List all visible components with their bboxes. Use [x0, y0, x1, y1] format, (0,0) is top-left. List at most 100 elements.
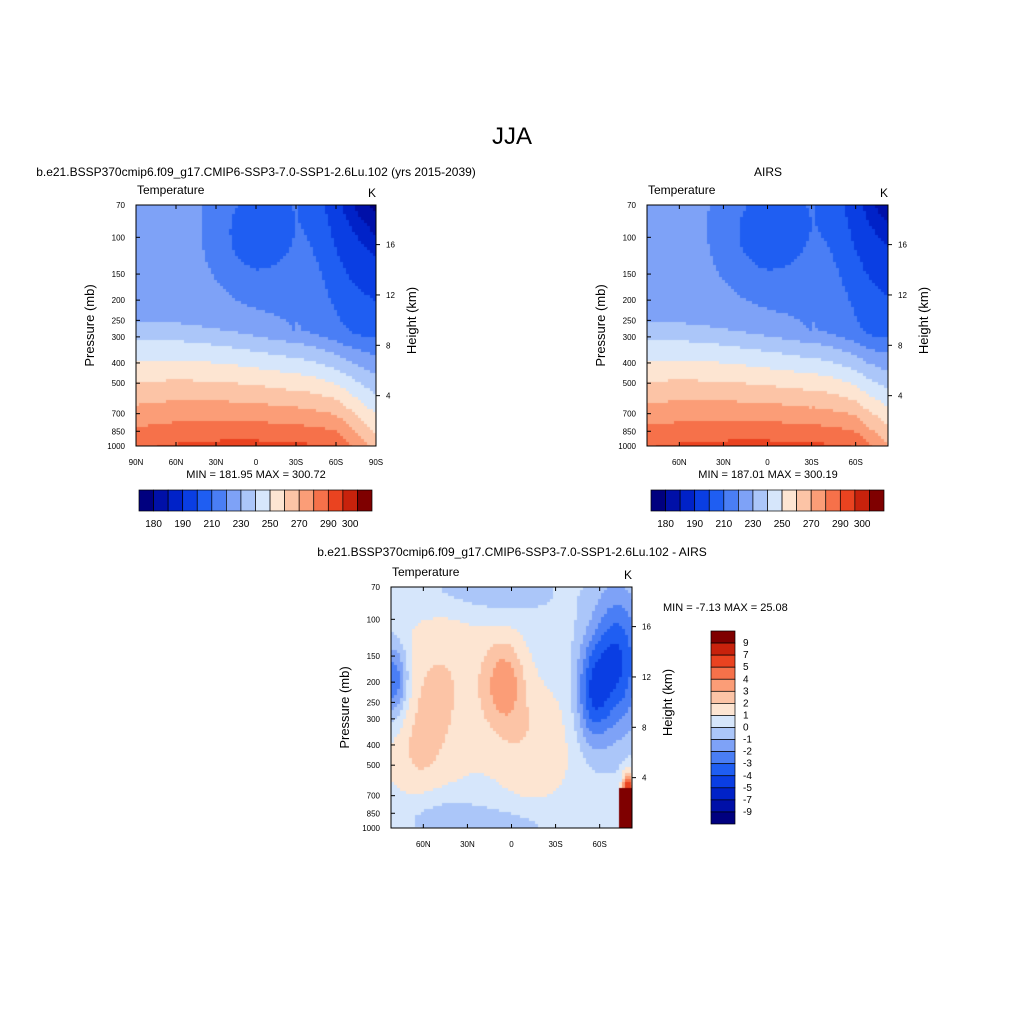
colorbar-label: 2 — [743, 698, 749, 709]
y-tick-label: 150 — [623, 270, 637, 279]
y-tick-label: 500 — [623, 379, 637, 388]
colorbar-label: 290 — [832, 519, 849, 530]
y-tick-label: 250 — [367, 698, 381, 707]
y-tick-label: 850 — [367, 809, 381, 818]
colorbar-box — [138, 489, 154, 512]
colorbar-box — [284, 489, 300, 512]
colorbar-box — [710, 739, 736, 752]
figure-title: JJA — [492, 123, 532, 150]
y-tick-label: 500 — [112, 379, 126, 388]
colorbar-box — [298, 489, 315, 512]
colorbar-label: 210 — [715, 519, 732, 530]
colorbar-box — [650, 489, 666, 512]
colorbar-box — [269, 489, 285, 512]
colorbar-box — [196, 489, 213, 512]
y2-tick-label: 8 — [642, 723, 647, 732]
colorbar-box — [357, 489, 373, 512]
x-tick-label: 60N — [169, 458, 184, 467]
y2-axis-label: Height (km) — [660, 669, 675, 736]
x-tick-label: 60S — [849, 458, 863, 467]
x-tick-label: 0 — [765, 458, 770, 467]
colorbar-label: -7 — [743, 795, 752, 806]
colorbar-box — [694, 489, 710, 512]
y2-tick-label: 8 — [898, 341, 903, 350]
colorbar-box — [738, 489, 754, 512]
y-tick-label: 100 — [367, 615, 381, 624]
y-tick-label: 150 — [367, 652, 381, 661]
y-tick-label: 70 — [627, 201, 636, 210]
y2-tick-label: 4 — [386, 392, 391, 401]
colorbar-box — [167, 489, 184, 512]
colorbar-label: 250 — [774, 519, 791, 530]
colorbar-box — [710, 799, 736, 813]
y-tick-label: 700 — [367, 792, 381, 801]
colorbar-label: -9 — [743, 807, 752, 818]
colorbar-box — [255, 489, 271, 512]
x-tick-label: 30S — [548, 840, 562, 849]
y2-tick-label: 4 — [898, 392, 903, 401]
y2-tick-label: 4 — [642, 774, 647, 783]
x-tick-label: 60N — [416, 840, 431, 849]
variable-label: Temperature — [392, 565, 460, 579]
y-tick-label: 100 — [623, 233, 637, 242]
contour-field — [647, 205, 888, 446]
colorbar-label: 1 — [743, 710, 749, 721]
colorbar-box — [839, 489, 856, 512]
colorbar-label: 180 — [657, 519, 674, 530]
y-tick-label: 300 — [623, 333, 637, 342]
y-tick-label: 400 — [367, 741, 381, 750]
y2-tick-label: 8 — [386, 341, 391, 350]
diff-panel: Temperature K7010015020025030040050070085… — [337, 565, 788, 849]
y-tick-label: 400 — [623, 359, 637, 368]
colorbar-box — [767, 489, 783, 512]
colorbar-label: 230 — [745, 519, 762, 530]
y-axis-label: Pressure (mb) — [337, 666, 352, 748]
colorbar-box — [854, 489, 870, 512]
colorbar-label: 190 — [174, 519, 191, 530]
colorbar-label: 250 — [262, 519, 279, 530]
colorbar-box — [710, 715, 736, 728]
diff-panel-title: b.e21.BSSP370cmip6.f09_g17.CMIP6-SSP3-7.… — [317, 545, 707, 559]
colorbar-label: 7 — [743, 650, 749, 661]
min-max-stats: MIN = 187.01 MAX = 300.19 — [698, 469, 837, 481]
y2-tick-label: 12 — [898, 291, 907, 300]
colorbar-label: 300 — [342, 519, 359, 530]
colorbar-box — [781, 489, 797, 512]
unit-label: K — [368, 186, 376, 200]
x-tick-label: 60N — [672, 458, 687, 467]
y2-axis-label: Height (km) — [916, 287, 931, 354]
obs-panel: Temperature K 70 100 150 200 250 300 400 500 700 85… — [593, 183, 931, 530]
min-max-stats: MIN = -7.13 MAX = 25.08 — [663, 602, 788, 614]
colorbar-label: -3 — [743, 759, 752, 770]
y-tick-label: 70 — [371, 583, 380, 592]
variable-label: Temperature — [137, 183, 205, 197]
y-tick-label: 200 — [367, 678, 381, 687]
y-tick-label: 700 — [112, 410, 126, 419]
x-tick-label: 0 — [509, 840, 514, 849]
colorbar-box — [710, 630, 736, 644]
colorbar-label: 5 — [743, 662, 749, 673]
colorbar-box — [708, 489, 725, 512]
colorbar-label: -5 — [743, 783, 752, 794]
colorbar-box — [240, 489, 256, 512]
colorbar-label: 0 — [743, 723, 749, 734]
y-tick-label: 70 — [116, 201, 125, 210]
y-tick-label: 250 — [623, 316, 637, 325]
colorbar-box — [153, 489, 169, 512]
y-axis-label: Pressure (mb) — [82, 284, 97, 366]
colorbar-box — [342, 489, 358, 512]
colorbar-box — [710, 666, 736, 680]
y2-axis-label: Height (km) — [404, 287, 419, 354]
y-tick-label: 200 — [623, 296, 637, 305]
y-tick-label: 850 — [112, 427, 126, 436]
y-tick-label: 700 — [623, 410, 637, 419]
colorbar-box — [710, 763, 736, 777]
colorbar-box — [679, 489, 696, 512]
y-axis-label: Pressure (mb) — [593, 284, 608, 366]
colorbar-box — [869, 489, 885, 512]
colorbar-box — [710, 654, 736, 668]
colorbar-box — [710, 703, 736, 716]
x-tick-label: 30S — [289, 458, 303, 467]
colorbar-box — [182, 489, 198, 512]
